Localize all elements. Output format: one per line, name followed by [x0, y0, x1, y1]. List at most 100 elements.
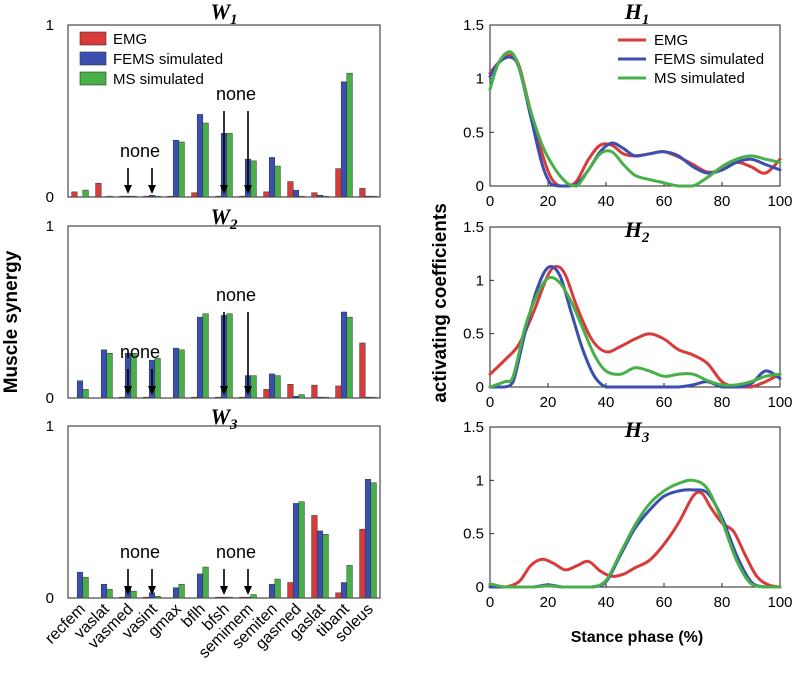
- bar-2-gmax-fems-simulated: [172, 347, 180, 399]
- line-panel-1-xtick-label: 80: [714, 193, 731, 210]
- bar-panel-1-title: W1: [210, 0, 237, 28]
- bar-3-gaslat-emg: [311, 515, 318, 599]
- line-panel-3-xtick-label: 60: [656, 594, 673, 611]
- none-annotation-1-2: none: [216, 84, 256, 104]
- line-panel-2-ytick-label: 0.5: [463, 326, 484, 343]
- bar-1-bflh-fems-simulated: [196, 114, 204, 198]
- bar-3-soleus-fems-simulated: [364, 479, 372, 599]
- line-panel-3-xtick-label: 100: [767, 594, 792, 611]
- bar-2-gmax-ms-simulated: [178, 349, 185, 399]
- bar-legend-swatch-1: [79, 31, 107, 46]
- line-panel-1-title: H1: [624, 0, 650, 28]
- line-panel-2-xtick-label: 40: [598, 394, 615, 411]
- bar-3-bfsh-emg: [215, 596, 222, 599]
- line-panel-2-xtick-label: 80: [714, 394, 731, 411]
- bar-2-semimem-ms-simulated: [250, 375, 257, 399]
- bar-2-tibant-fems-simulated: [340, 311, 348, 399]
- bar-1-gasmed-ms-simulated: [298, 195, 305, 198]
- bar-panel-3-ytick-label: 1: [46, 418, 54, 435]
- line-2-ms-simulated: [488, 275, 782, 389]
- bar-3-gmax-fems-simulated: [172, 587, 180, 599]
- bar-2-semiten-fems-simulated: [268, 373, 276, 399]
- none-arrowhead-2-1-1: [124, 386, 132, 395]
- line-panel-1-ytick-label: 0.5: [463, 124, 484, 141]
- bar-2-bflh-ms-simulated: [202, 313, 209, 399]
- bar-2-bfsh-ms-simulated: [226, 313, 233, 399]
- line-panel-3-xtick-label: 0: [486, 594, 494, 611]
- bar-1-tibant-emg: [335, 168, 342, 198]
- line-panel-1-xtick-label: 40: [598, 193, 615, 210]
- none-arrowhead-1-2-2: [244, 185, 252, 194]
- bar-2-tibant-ms-simulated: [346, 316, 353, 399]
- line-panel-1-frame: [489, 24, 781, 187]
- bar-3-vaslat-ms-simulated: [106, 589, 113, 599]
- bar-2-vasint-emg: [143, 396, 150, 399]
- bar-2-bflh-fems-simulated: [196, 316, 204, 399]
- bar-3-gasmed-emg: [287, 582, 294, 599]
- bar-panel-2-ytick-label: 1: [46, 218, 54, 235]
- line-panel-3-ytick-label: 1.5: [463, 419, 484, 436]
- bar-3-vasint-ms-simulated: [154, 596, 161, 599]
- line-panel-1-ytick-label: 0: [476, 178, 484, 195]
- bar-3-bfsh-fems-simulated: [220, 596, 228, 599]
- bar-2-recfem-fems-simulated: [76, 380, 84, 399]
- bar-1-semiten-ms-simulated: [274, 165, 281, 198]
- bar-3-vaslat-fems-simulated: [100, 583, 108, 599]
- line-panel-3-ytick-label: 0: [476, 579, 484, 596]
- line-panel-1-xtick-label: 100: [767, 193, 792, 210]
- bar-1-gasmed-emg: [287, 181, 294, 198]
- line-legend-label-1: EMG: [654, 32, 688, 49]
- bar-3-gaslat-ms-simulated: [322, 534, 329, 599]
- bar-1-vasmed-fems-simulated: [124, 195, 132, 198]
- bar-2-gasmed-emg: [287, 383, 294, 399]
- bar-panel-3-ytick-label: 0: [46, 590, 54, 607]
- bar-3-tibant-ms-simulated: [346, 565, 353, 599]
- bar-2-semiten-ms-simulated: [274, 375, 281, 399]
- bar-3-bfsh-ms-simulated: [226, 596, 233, 599]
- line-panel-3-xtick-label: 20: [540, 594, 557, 611]
- bar-2-bflh-emg: [191, 396, 198, 399]
- none-arrowhead-2-1-2: [148, 386, 156, 395]
- bar-1-semimem-emg: [239, 195, 246, 198]
- bar-3-tibant-fems-simulated: [340, 582, 348, 599]
- bar-panel-2-title: W2: [210, 204, 238, 233]
- bar-3-semiten-fems-simulated: [268, 583, 276, 599]
- line-panel-3-ytick-label: 1: [476, 472, 484, 489]
- bar-1-soleus-fems-simulated: [364, 195, 372, 198]
- line-panel-2-xtick-label: 100: [767, 394, 792, 411]
- line-panel-1-xtick-label: 60: [656, 193, 673, 210]
- bar-1-vaslat-emg: [95, 182, 102, 198]
- bar-3-vasint-emg: [143, 596, 150, 599]
- line-panel-1-xtick-label: 20: [540, 193, 557, 210]
- none-annotation-1-1: none: [120, 141, 160, 161]
- none-annotation-2-1: none: [120, 342, 160, 362]
- bar-1-gmax-ms-simulated: [178, 141, 185, 198]
- bar-legend-swatch-3: [79, 71, 107, 86]
- bar-3-soleus-emg: [359, 528, 366, 599]
- bar-1-bfsh-ms-simulated: [226, 133, 233, 198]
- bar-1-soleus-ms-simulated: [370, 195, 377, 198]
- right-xlabel: Stance phase (%): [571, 629, 703, 646]
- line-panel-2-xtick-label: 60: [656, 394, 673, 411]
- bar-1-semimem-ms-simulated: [250, 160, 257, 198]
- line-1-fems-simulated: [488, 55, 782, 188]
- bar-2-gaslat-emg: [311, 384, 318, 399]
- bar-2-vasmed-emg: [119, 396, 126, 399]
- right-ylabel: activating coefficients: [430, 203, 451, 403]
- line-legend-label-2: FEMS simulated: [654, 51, 764, 68]
- bar-2-recfem-ms-simulated: [82, 389, 89, 399]
- none-arrowhead-2-2-1: [220, 386, 228, 395]
- bar-1-bflh-ms-simulated: [202, 122, 209, 198]
- bar-3-semimem-fems-simulated: [244, 596, 252, 599]
- left-ylabel: Muscle synergy: [1, 250, 22, 393]
- bar-3-semimem-ms-simulated: [250, 594, 257, 599]
- bar-2-gasmed-fems-simulated: [292, 396, 300, 399]
- bar-1-gasmed-fems-simulated: [292, 189, 300, 198]
- bar-2-vaslat-fems-simulated: [100, 349, 108, 399]
- bar-1-semiten-fems-simulated: [268, 157, 276, 198]
- bar-legend-swatch-2: [79, 51, 107, 66]
- none-arrowhead-3-2-2: [244, 586, 252, 595]
- line-3-emg: [488, 490, 782, 589]
- bar-1-vaslat-ms-simulated: [106, 195, 113, 198]
- bar-1-tibant-fems-simulated: [340, 81, 348, 198]
